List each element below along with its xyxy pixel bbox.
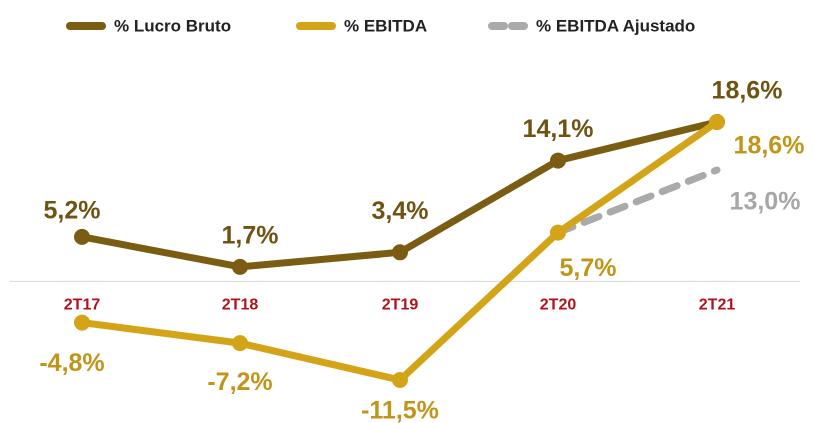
point: [709, 114, 725, 130]
legend-label: % Lucro Bruto: [114, 16, 231, 35]
series-line: [554, 166, 721, 237]
data-label: 18,6%: [712, 77, 783, 105]
data-label: 14,1%: [523, 115, 594, 143]
x-tick-label: 2T17: [64, 297, 101, 314]
x-tick-label: 2T21: [699, 297, 736, 314]
data-label: 1,7%: [222, 221, 279, 249]
point: [74, 228, 90, 245]
x-tick-label: 2T19: [382, 297, 419, 314]
point: [550, 152, 566, 169]
x-tick-label: 2T20: [540, 297, 577, 314]
point: [392, 244, 408, 261]
data-label: 13,0%: [730, 188, 801, 216]
point: [550, 224, 566, 241]
data-label: 3,4%: [372, 197, 429, 225]
data-label: -4,8%: [39, 349, 104, 377]
data-label: 18,6%: [734, 132, 805, 160]
point: [232, 335, 248, 352]
x-tick-label: 2T18: [222, 297, 259, 314]
data-label: -11,5%: [361, 397, 439, 423]
point: [74, 314, 90, 331]
legend: % Lucro Bruto % EBITDA % EBITDA Ajustado: [66, 16, 695, 35]
data-label: 5,2%: [44, 196, 101, 224]
data-label: 5,7%: [560, 254, 617, 282]
data-label: -7,2%: [207, 368, 272, 396]
legend-label: % EBITDA Ajustado: [536, 16, 695, 35]
legend-label: % EBITDA: [344, 16, 427, 35]
point: [232, 258, 248, 275]
point: [392, 372, 408, 388]
